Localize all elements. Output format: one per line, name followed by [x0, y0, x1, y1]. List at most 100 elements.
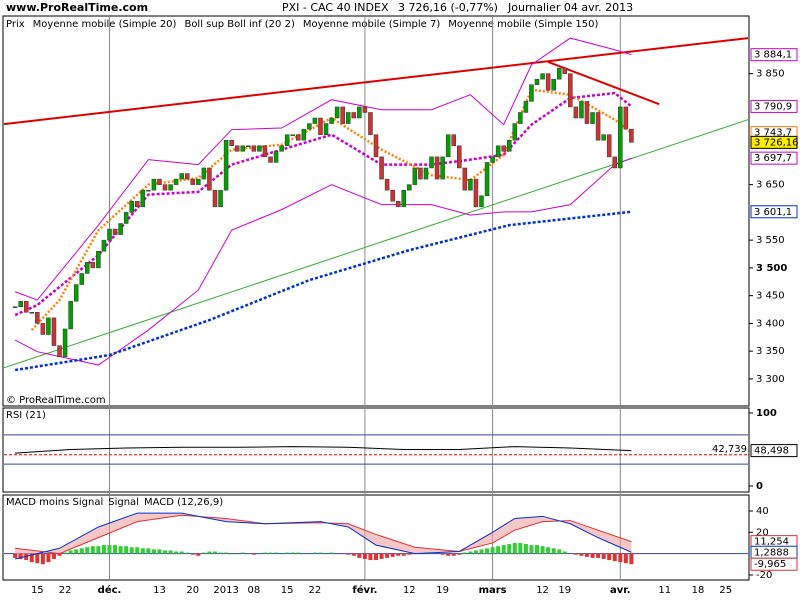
candle — [590, 112, 595, 124]
last-value-label: 3 697,7 — [754, 153, 792, 164]
histogram-bar — [329, 552, 334, 554]
histogram-last-label: -9,965 — [754, 559, 786, 570]
histogram-bar — [190, 553, 195, 555]
candle — [51, 317, 57, 346]
histogram-bar — [401, 553, 406, 556]
histogram-bar — [618, 553, 623, 563]
histogram-bar — [113, 545, 118, 554]
macd-tick-label: 40 — [756, 506, 769, 517]
rsi-line — [15, 446, 632, 454]
histogram-bar — [351, 553, 356, 556]
histogram-bar — [168, 550, 173, 554]
candle — [540, 73, 545, 80]
candle — [268, 156, 273, 163]
candle — [207, 167, 212, 191]
candle — [479, 195, 484, 208]
last-value-label-box — [750, 151, 798, 165]
candle — [257, 145, 262, 152]
candle — [46, 317, 51, 335]
histogram-bar — [473, 550, 478, 554]
candle — [490, 156, 495, 163]
candle — [440, 156, 445, 180]
histogram-bar — [390, 553, 395, 557]
candle — [379, 156, 384, 180]
candle — [484, 162, 490, 196]
candle — [401, 189, 407, 208]
candle — [173, 178, 179, 185]
candle — [556, 67, 562, 80]
histogram-bar — [385, 553, 390, 558]
histogram-bar — [573, 553, 578, 555]
moving-average — [14, 37, 632, 301]
y-tick-label: 3 350 — [756, 346, 785, 357]
histogram-bar — [535, 545, 540, 554]
histogram-bar — [590, 553, 595, 558]
macd-last-label: 1,2888 — [754, 547, 789, 558]
histogram-bar — [557, 549, 562, 554]
period: Journalier 04 avr. 2013 — [507, 1, 633, 14]
candle — [568, 73, 573, 108]
last-value-label: 3 601,1 — [754, 207, 792, 218]
candle — [251, 145, 257, 152]
candle — [318, 117, 323, 135]
candle — [601, 134, 606, 141]
rsi-tick-label: 0 — [756, 481, 763, 492]
candle — [29, 312, 35, 314]
candle — [384, 178, 390, 191]
signal-line — [15, 514, 632, 555]
x-tick-label: 15 — [31, 585, 44, 596]
candle — [73, 284, 79, 302]
histogram-bar — [496, 546, 501, 554]
candle — [290, 134, 295, 136]
x-tick-label: déc. — [98, 584, 122, 596]
histogram-bar — [396, 553, 401, 556]
histogram-bar — [312, 552, 317, 554]
histogram-last-label-box — [750, 557, 798, 571]
x-tick-label: 13 — [153, 585, 166, 596]
histogram-bar — [490, 547, 495, 554]
last-value-label: 3 884,1 — [754, 50, 792, 61]
histogram-bar — [79, 548, 84, 554]
candle — [157, 178, 162, 185]
histogram-bar — [96, 546, 101, 554]
candle — [90, 262, 96, 269]
histogram-bar — [218, 552, 223, 554]
candle — [412, 167, 418, 185]
last-value-label-box — [750, 48, 798, 62]
candle — [212, 189, 218, 208]
macd-legend: Signal — [108, 497, 139, 508]
candle — [457, 145, 462, 169]
histogram-bar — [596, 553, 601, 558]
histogram-bar — [107, 545, 112, 554]
x-tick-label: avr. — [610, 585, 631, 596]
candle — [407, 184, 412, 191]
histogram-bar — [540, 546, 545, 554]
title: PXI - CAC 40 INDEX — [282, 1, 389, 14]
histogram-bar — [584, 553, 589, 557]
candle — [434, 156, 440, 180]
rsi-last-label-box — [750, 444, 798, 458]
x-tick-label: 18 — [692, 585, 705, 596]
candle — [495, 145, 501, 158]
candle — [357, 106, 362, 119]
candle — [462, 167, 468, 191]
histogram-bar — [518, 542, 523, 554]
histogram-bar — [57, 553, 62, 556]
histogram-bar — [129, 547, 134, 554]
candle — [501, 145, 506, 152]
candle — [196, 178, 201, 185]
candle — [507, 139, 512, 152]
candle — [323, 123, 329, 135]
histogram-bar — [485, 548, 490, 554]
y-tick-label: 3 450 — [756, 291, 785, 302]
candle — [140, 189, 146, 208]
y-tick-label: 3 500 — [756, 263, 787, 274]
candle — [334, 106, 340, 119]
x-tick-label: 19 — [558, 585, 571, 596]
macd-legend: MACD moins Signal — [6, 497, 103, 508]
candle — [579, 101, 584, 119]
histogram-bar — [124, 546, 129, 554]
site: www.ProRealTime.com — [6, 1, 148, 14]
candle — [612, 156, 617, 169]
